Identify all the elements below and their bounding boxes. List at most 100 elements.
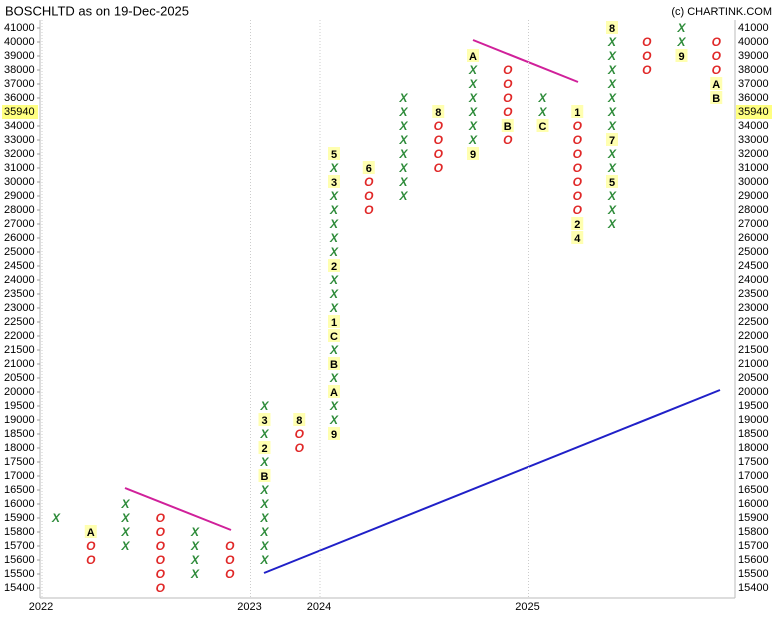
price-label: 32000 <box>738 148 769 160</box>
price-label: 16500 <box>738 484 769 496</box>
trend-line <box>472 39 579 83</box>
box-symbol: O <box>86 539 96 553</box>
box-symbol: O <box>295 427 305 441</box>
credit: (c) CHARTINK.COM <box>671 6 772 18</box>
box-symbol: X <box>259 539 269 553</box>
box-symbol: O <box>86 553 96 567</box>
box-symbol: X <box>259 399 269 413</box>
price-label: 15900 <box>4 512 35 524</box>
box-symbol: O <box>503 91 513 105</box>
box-symbol: X <box>190 567 200 581</box>
box-symbol: X <box>190 525 200 539</box>
last-price: 35940 <box>4 106 35 118</box>
price-label: 21000 <box>4 358 35 370</box>
box-symbol: X <box>537 105 547 119</box>
month-marker: 1 <box>574 107 580 119</box>
price-label: 34000 <box>738 120 769 132</box>
box-symbol: O <box>434 133 444 147</box>
price-label: 28000 <box>738 204 769 216</box>
month-box <box>710 91 723 104</box>
price-label: 22000 <box>738 330 769 342</box>
box-symbol: X <box>120 497 130 511</box>
box-symbol: O <box>156 581 166 595</box>
box-symbol: X <box>398 189 408 203</box>
box-symbol: X <box>398 91 408 105</box>
box-symbol: X <box>398 161 408 175</box>
box-symbol: O <box>573 147 583 161</box>
month-marker: 1 <box>331 317 337 329</box>
price-label: 18500 <box>4 428 35 440</box>
price-label: 30000 <box>738 176 769 188</box>
price-label: 29000 <box>738 190 769 202</box>
price-label: 27000 <box>4 218 35 230</box>
month-marker: 2 <box>331 261 337 273</box>
month-box <box>675 49 688 62</box>
month-marker: 9 <box>678 51 684 63</box>
price-label: 19000 <box>4 414 35 426</box>
price-label: 16000 <box>4 498 35 510</box>
month-marker: 8 <box>609 23 615 35</box>
box-symbol: O <box>503 63 513 77</box>
box-symbol: X <box>468 105 478 119</box>
month-box <box>328 357 340 370</box>
month-marker: 7 <box>609 135 615 147</box>
month-box <box>258 441 271 454</box>
box-symbol: X <box>607 119 617 133</box>
box-symbol: X <box>468 119 478 133</box>
price-label: 26000 <box>738 232 769 244</box>
price-label: 20000 <box>4 386 35 398</box>
box-symbol: X <box>607 91 617 105</box>
box-symbol: X <box>468 77 478 91</box>
box-symbol: O <box>434 161 444 175</box>
box-symbol: X <box>329 343 339 357</box>
price-label: 28000 <box>4 204 35 216</box>
price-label: 15500 <box>738 568 769 580</box>
price-label: 37000 <box>738 78 769 90</box>
box-symbol: X <box>329 413 339 427</box>
price-label: 24500 <box>4 260 35 272</box>
price-label: 18000 <box>4 442 35 454</box>
price-label: 18000 <box>738 442 769 454</box>
box-symbol: X <box>607 63 617 77</box>
box-symbol: O <box>642 63 652 77</box>
month-marker: A <box>87 527 95 539</box>
box-symbol: X <box>329 273 339 287</box>
month-marker: B <box>712 93 720 105</box>
box-symbol: X <box>329 301 339 315</box>
price-label: 31000 <box>738 162 769 174</box>
month-marker: A <box>712 79 720 91</box>
box-symbol: X <box>607 147 617 161</box>
price-label: 19000 <box>738 414 769 426</box>
month-box <box>571 105 584 118</box>
box-symbol: X <box>398 147 408 161</box>
price-label: 15600 <box>738 554 769 566</box>
box-symbol: X <box>607 49 617 63</box>
price-label: 26000 <box>4 232 35 244</box>
box-symbol: O <box>712 63 722 77</box>
price-label: 38000 <box>738 64 769 76</box>
month-marker: 9 <box>331 429 337 441</box>
month-marker: 8 <box>296 415 302 427</box>
box-symbol: O <box>364 203 374 217</box>
price-label: 22000 <box>4 330 35 342</box>
box-symbol: X <box>329 203 339 217</box>
box-symbol: O <box>573 175 583 189</box>
price-label: 16500 <box>4 484 35 496</box>
month-box <box>362 161 375 174</box>
box-symbol: O <box>225 567 235 581</box>
price-label: 21500 <box>4 344 35 356</box>
month-box <box>328 259 340 272</box>
box-symbol: X <box>398 119 408 133</box>
box-symbol: X <box>329 161 339 175</box>
box-symbol: X <box>329 399 339 413</box>
box-symbol: X <box>259 427 269 441</box>
price-label: 29000 <box>4 190 35 202</box>
year-label: 2024 <box>307 601 331 613</box>
chart-title: BOSCHLTD as on 19-Dec-2025 <box>5 3 189 18</box>
price-label: 17000 <box>4 470 35 482</box>
price-label: 21000 <box>738 358 769 370</box>
box-symbol: O <box>364 175 374 189</box>
box-symbol: X <box>51 511 61 525</box>
month-box <box>501 119 514 132</box>
